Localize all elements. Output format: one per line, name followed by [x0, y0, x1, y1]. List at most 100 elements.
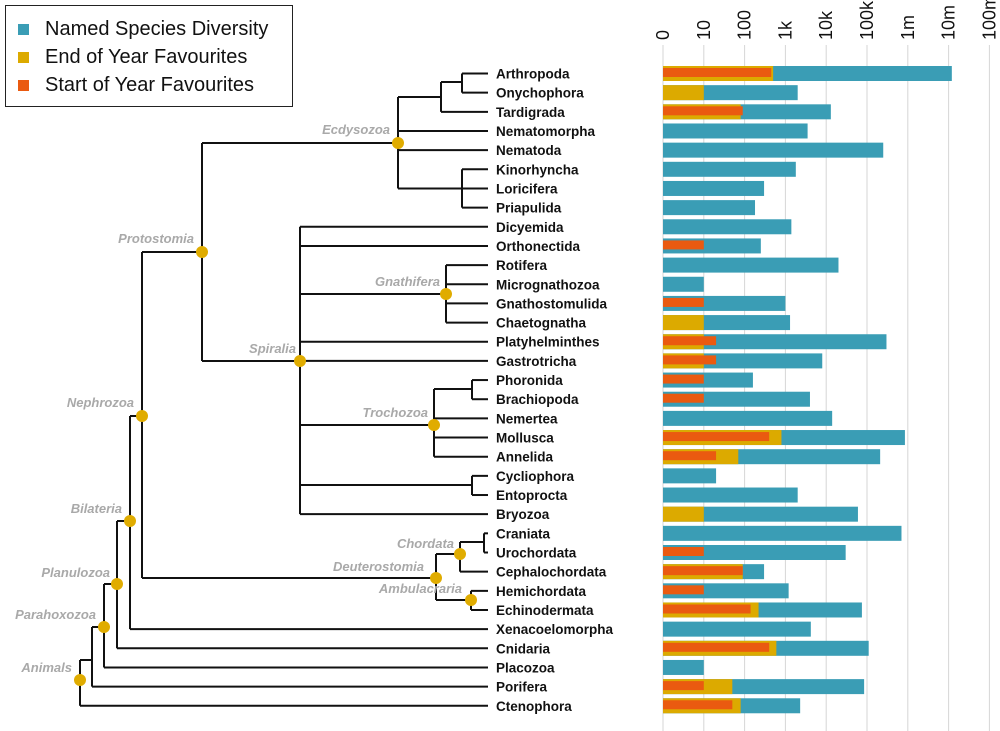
bar-named-species: [663, 200, 756, 216]
bar-named-species: [663, 123, 808, 139]
taxon-label: Rotifera: [496, 258, 547, 273]
node-parahoxozoa: [98, 621, 110, 633]
clade-label: Spiralia: [249, 341, 296, 356]
clade-label: Planulozoa: [41, 565, 110, 580]
taxon-label: Tardigrada: [496, 105, 565, 120]
taxon-label: Placozoa: [496, 660, 555, 675]
x-tick-label: 1m: [898, 15, 918, 40]
bar-start-of-year: [663, 68, 772, 77]
bar-start-of-year: [663, 355, 717, 365]
clade-label: Chordata: [397, 536, 454, 551]
bar-start-of-year: [663, 106, 743, 116]
taxon-label: Nemertea: [496, 411, 558, 426]
node-protostomia: [196, 246, 208, 258]
taxon-label: Orthonectida: [496, 239, 580, 254]
bar-named-species: [663, 257, 839, 273]
legend-swatch-named-species: [18, 23, 29, 35]
clade-label: Animals: [20, 660, 72, 675]
taxon-label: Cnidaria: [496, 641, 551, 656]
bar-named-species: [663, 506, 858, 522]
clade-label: Bilateria: [71, 501, 122, 516]
node-gnathifera: [440, 288, 452, 300]
node-chordata: [454, 548, 466, 560]
x-tick-label: 10m: [939, 5, 959, 40]
taxon-label: Kinorhyncha: [496, 162, 579, 177]
axis-tick-labels: 0 10 100 1k 10k 100k 1m 10m 100m: [653, 0, 999, 40]
bar-end-of-year: [663, 85, 704, 101]
bar-named-species: [663, 161, 796, 177]
bar-start-of-year: [663, 681, 704, 691]
bar-start-of-year: [663, 336, 717, 346]
clade-label: Ecdysozoa: [322, 122, 390, 137]
taxon-label: Micrognathozoa: [496, 277, 600, 292]
taxon-label: Entoprocta: [496, 488, 568, 503]
bar-named-species: [663, 525, 902, 541]
bar-start-of-year: [663, 393, 704, 403]
taxon-label: Gastrotricha: [496, 354, 577, 369]
taxon-label: Xenacoelomorpha: [496, 622, 614, 637]
taxon-label: Arthropoda: [496, 67, 570, 82]
taxon-label: Loricifera: [496, 181, 558, 196]
taxon-label: Ctenophora: [496, 699, 572, 714]
x-tick-label: 1k: [775, 20, 795, 40]
taxon-label: Porifera: [496, 680, 548, 695]
bar-end-of-year: [663, 315, 704, 331]
taxon-label: Cycliophora: [496, 469, 575, 484]
bar-start-of-year: [663, 566, 743, 576]
taxon-label: Phoronida: [496, 373, 563, 388]
clade-label: Gnathifera: [375, 274, 440, 289]
clade-label: Ambulacraria: [378, 581, 462, 596]
x-tick-label: 100: [735, 10, 755, 40]
bar-start-of-year: [663, 451, 717, 461]
legend-item: Named Species Diversity: [18, 16, 268, 42]
legend-item: Start of Year Favourites: [18, 72, 254, 98]
legend-label: Start of Year Favourites: [45, 73, 255, 96]
legend-label: Named Species Diversity: [45, 17, 269, 40]
bar-start-of-year: [663, 642, 770, 652]
taxon-label: Platyhelminthes: [496, 335, 600, 350]
bars: [663, 66, 952, 714]
taxon-label: Urochordata: [496, 546, 577, 561]
tree-nodes: Ecdysozoa Protostomia Gnathifera Spiralia Ne…: [15, 122, 477, 686]
clade-label: Protostomia: [118, 231, 194, 246]
clade-label: Nephrozoa: [67, 395, 134, 410]
taxon-label: Bryozoa: [496, 507, 550, 522]
node-trochozoa: [428, 419, 440, 431]
bar-named-species: [663, 659, 704, 675]
clade-label: Parahoxozoa: [15, 607, 96, 622]
bar-start-of-year: [663, 432, 770, 442]
bar-named-species: [663, 621, 811, 637]
x-tick-label: 10k: [816, 10, 836, 40]
bar-named-species: [663, 487, 798, 503]
bar-named-species: [663, 276, 704, 292]
taxon-label: Priapulida: [496, 201, 562, 216]
node-spiralia: [294, 355, 306, 367]
bar-start-of-year: [663, 240, 704, 250]
taxon-label: Hemichordata: [496, 584, 587, 599]
clade-label: Deuterostomia: [333, 559, 424, 574]
node-planulozoa: [111, 578, 123, 590]
taxon-label: Brachiopoda: [496, 392, 579, 407]
taxon-label: Onychophora: [496, 86, 584, 101]
node-bilateria: [124, 515, 136, 527]
bar-named-species: [663, 545, 846, 560]
bar-start-of-year: [663, 604, 751, 614]
taxon-label: Chaetognatha: [496, 316, 586, 331]
bar-named-species: [663, 410, 833, 426]
taxon-label: Nematomorpha: [496, 124, 596, 139]
bar-named-species: [663, 468, 717, 484]
x-tick-label: 100m: [979, 0, 999, 40]
node-deuterostomia: [430, 572, 442, 584]
x-tick-label: 100k: [857, 0, 877, 40]
taxon-label: Cephalochordata: [496, 565, 607, 580]
bar-named-species: [663, 334, 887, 350]
taxon-label: Nematoda: [496, 143, 562, 158]
x-tick-label: 0: [653, 30, 673, 40]
legend: Named Species Diversity End of Year Favo…: [5, 5, 293, 107]
bar-named-species: [663, 219, 792, 235]
bar-start-of-year: [663, 700, 733, 710]
taxon-label: Mollusca: [496, 431, 554, 446]
taxon-labels: Arthropoda Onychophora Tardigrada Nematomor…: [496, 67, 614, 714]
bar-named-species: [663, 180, 765, 196]
